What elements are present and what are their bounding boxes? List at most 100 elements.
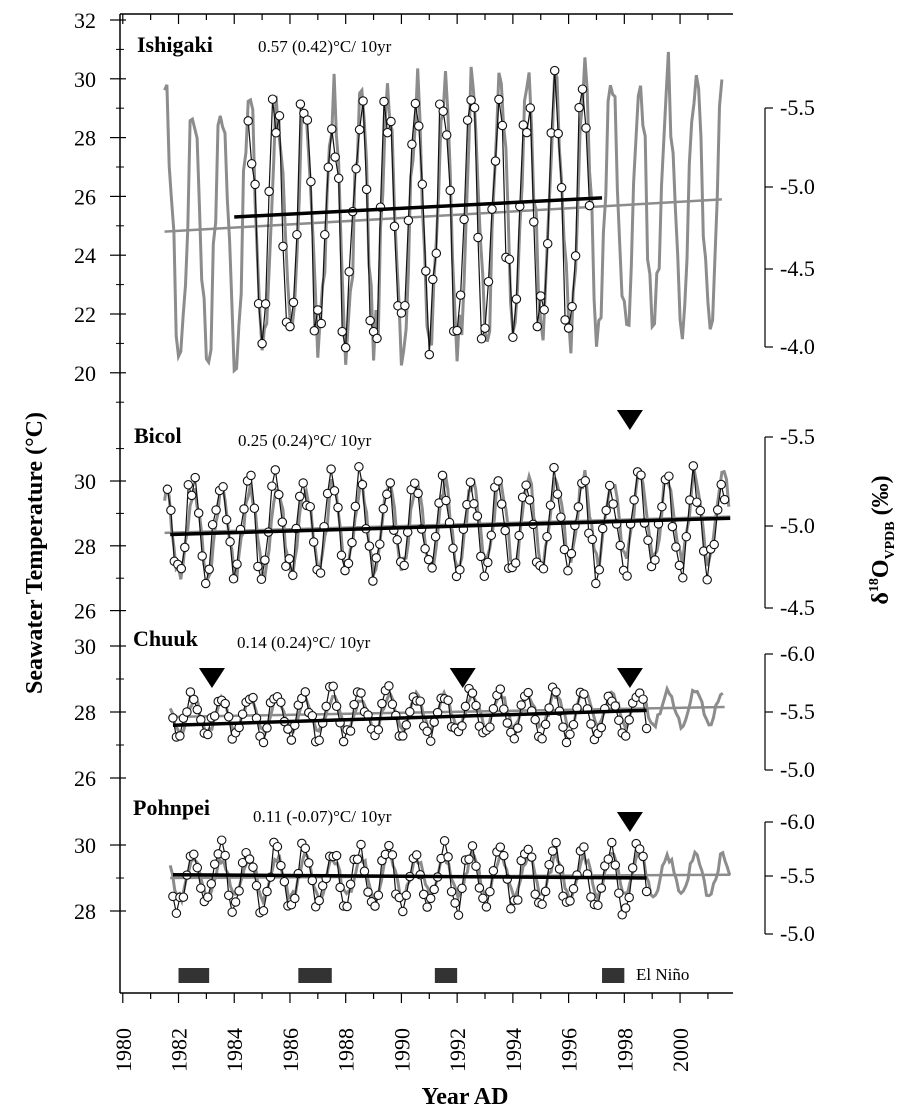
trend-label: 0.57 (0.42)°C/ 10yr bbox=[258, 37, 392, 56]
proxy-point bbox=[579, 842, 589, 852]
proxy-point bbox=[347, 537, 357, 548]
proxy-point bbox=[443, 852, 453, 862]
proxy-point bbox=[409, 478, 420, 488]
proxy-point bbox=[455, 290, 466, 300]
proxy-point bbox=[223, 890, 234, 901]
proxy-point bbox=[488, 704, 499, 714]
proxy-point bbox=[178, 892, 189, 902]
proxy-point bbox=[415, 696, 425, 706]
proxy-point bbox=[538, 564, 549, 574]
proxy-point bbox=[610, 860, 621, 870]
proxy-point bbox=[221, 514, 232, 525]
right-tick-label: -5.0 bbox=[780, 513, 815, 538]
proxy-point bbox=[410, 98, 421, 109]
proxy-point bbox=[352, 854, 363, 865]
proxy-point bbox=[542, 531, 552, 542]
proxy-point bbox=[497, 120, 508, 131]
proxy-point bbox=[593, 900, 603, 911]
proxy-point bbox=[414, 121, 424, 131]
proxy-point bbox=[664, 471, 674, 481]
proxy-point bbox=[563, 566, 573, 576]
proxy-point bbox=[573, 502, 584, 512]
proxy-point bbox=[209, 711, 220, 721]
proxy-point bbox=[529, 217, 539, 227]
proxy-point bbox=[523, 687, 533, 698]
proxy-point bbox=[537, 899, 547, 910]
proxy-point bbox=[678, 573, 688, 583]
proxy-point bbox=[200, 578, 211, 589]
proxy-point bbox=[314, 735, 324, 746]
proxy-point bbox=[294, 491, 305, 502]
proxy-point bbox=[314, 895, 324, 906]
y-tick-label: 22 bbox=[74, 302, 96, 327]
proxy-point bbox=[439, 836, 450, 846]
proxy-point bbox=[551, 837, 561, 848]
proxy-point bbox=[356, 688, 366, 698]
proxy-point bbox=[558, 722, 568, 732]
proxy-point bbox=[403, 215, 414, 226]
x-tick-label: 1990 bbox=[389, 1028, 414, 1072]
proxy-trend-line bbox=[170, 516, 731, 537]
proxy-point bbox=[620, 731, 631, 741]
proxy-point bbox=[603, 854, 614, 864]
proxy-point bbox=[220, 698, 230, 709]
proxy-point bbox=[667, 521, 678, 532]
proxy-point bbox=[272, 841, 283, 852]
proxy-point bbox=[549, 65, 560, 76]
y-tick-label: 30 bbox=[74, 634, 96, 659]
proxy-point bbox=[513, 895, 523, 905]
proxy-point bbox=[251, 880, 262, 891]
proxy-point bbox=[614, 888, 624, 898]
proxy-point bbox=[345, 726, 356, 736]
proxy-point bbox=[469, 499, 479, 509]
x-tick-label: 1986 bbox=[278, 1028, 303, 1072]
proxy-point bbox=[359, 866, 370, 877]
proxy-point bbox=[308, 537, 319, 547]
proxy-point bbox=[189, 694, 199, 705]
el-nino-bar bbox=[602, 968, 625, 983]
proxy-point bbox=[228, 574, 239, 584]
proxy-point bbox=[448, 543, 458, 554]
proxy-point bbox=[464, 854, 474, 865]
proxy-point bbox=[267, 481, 277, 491]
proxy-point bbox=[467, 688, 478, 698]
proxy-point bbox=[437, 470, 448, 481]
proxy-point bbox=[260, 555, 270, 565]
proxy-point bbox=[329, 486, 340, 496]
proxy-point bbox=[483, 557, 493, 568]
proxy-point bbox=[207, 519, 218, 530]
x-tick-label: 1994 bbox=[501, 1028, 526, 1072]
proxy-point bbox=[641, 886, 652, 897]
proxy-point bbox=[480, 323, 490, 333]
proxy-point bbox=[450, 898, 460, 908]
proxy-point bbox=[321, 701, 331, 712]
proxy-point bbox=[551, 687, 561, 697]
proxy-point bbox=[596, 883, 607, 893]
proxy-point bbox=[425, 893, 436, 904]
proxy-point bbox=[418, 889, 429, 900]
proxy-trend-line bbox=[234, 196, 603, 219]
site-label: Ishigaki bbox=[137, 32, 213, 57]
proxy-point bbox=[481, 902, 492, 912]
proxy-point bbox=[288, 570, 298, 581]
proxy-trend-line bbox=[172, 872, 647, 880]
proxy-point bbox=[457, 721, 467, 731]
proxy-point bbox=[295, 99, 306, 109]
proxy-point bbox=[342, 901, 352, 912]
el-nino-bar bbox=[434, 968, 458, 983]
x-tick-label: 1992 bbox=[445, 1028, 470, 1072]
proxy-point bbox=[530, 714, 540, 725]
el-nino-bar bbox=[178, 968, 210, 983]
y2-title-sup: 18 bbox=[867, 578, 882, 592]
proxy-point bbox=[657, 501, 667, 512]
proxy-point bbox=[398, 731, 408, 741]
labels-layer: Year AD Seawater Temperature (°C) δ18OVP… bbox=[22, 412, 898, 1110]
proxy-point bbox=[424, 349, 435, 360]
sst-series-line bbox=[163, 51, 724, 374]
proxy-point bbox=[401, 720, 412, 730]
proxy-point bbox=[368, 576, 378, 586]
proxy-point bbox=[384, 681, 394, 691]
proxy-point bbox=[288, 297, 299, 308]
proxy-point bbox=[204, 564, 214, 575]
proxy-point bbox=[377, 698, 387, 709]
